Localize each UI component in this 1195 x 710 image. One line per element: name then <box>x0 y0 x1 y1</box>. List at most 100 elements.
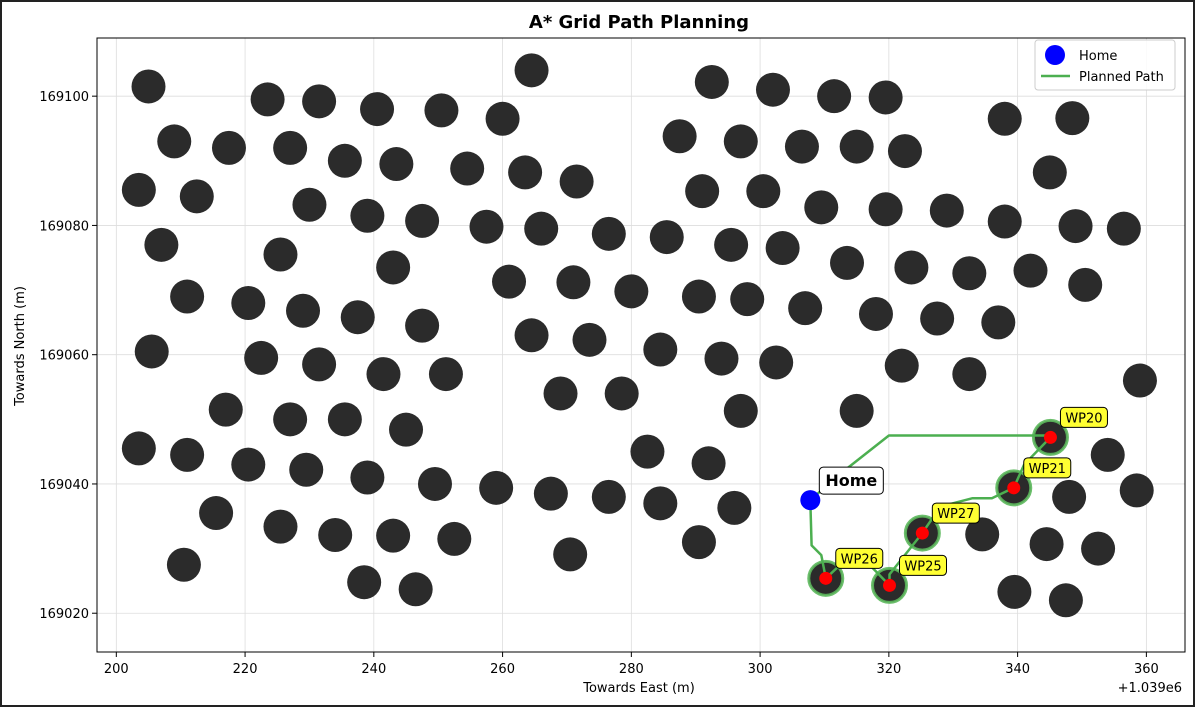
obstacle <box>604 376 639 411</box>
obstacle <box>179 179 214 214</box>
obstacle <box>997 574 1032 609</box>
obstacle <box>398 572 433 607</box>
obstacle <box>208 392 243 427</box>
obstacle <box>292 187 327 222</box>
obstacle <box>929 193 964 228</box>
waypoint-label-box <box>835 547 884 569</box>
obstacle <box>804 190 839 225</box>
waypoint-label: WP25 <box>899 554 948 576</box>
obstacle <box>1122 363 1157 398</box>
obstacle <box>839 393 874 428</box>
obstacle <box>920 301 955 336</box>
x-axis-offset-label: +1.039e6 <box>1118 681 1182 696</box>
obstacle <box>1090 437 1125 472</box>
home-annotation-text: Home <box>825 471 877 490</box>
obstacle <box>553 537 588 572</box>
obstacle <box>350 198 385 233</box>
obstacle <box>514 53 549 88</box>
obstacle <box>1106 211 1141 246</box>
obstacle <box>379 147 414 182</box>
obstacle <box>685 174 720 209</box>
obstacle <box>572 322 607 357</box>
y-axis-label: Towards North (m) <box>13 286 28 407</box>
obstacle <box>1119 473 1154 508</box>
obstacle <box>543 376 578 411</box>
obstacle <box>508 155 543 190</box>
waypoint-label-box <box>899 554 948 576</box>
obstacle <box>263 509 298 544</box>
waypoint-label-text: WP27 <box>937 507 974 522</box>
obstacle <box>302 347 337 382</box>
x-tick-label: 360 <box>1134 662 1159 677</box>
obstacle <box>360 92 395 127</box>
waypoint-label-text: WP25 <box>904 559 941 574</box>
obstacle <box>965 517 1000 552</box>
y-tick-label: 169020 <box>39 607 89 622</box>
obstacle <box>694 64 729 99</box>
obstacle <box>437 521 472 556</box>
obstacle <box>704 341 739 376</box>
obstacle <box>318 518 353 553</box>
obstacle <box>868 192 903 227</box>
obstacle <box>788 291 823 326</box>
obstacle <box>376 250 411 285</box>
obstacle <box>121 431 156 466</box>
legend-path-label: Planned Path <box>1079 70 1164 85</box>
obstacle <box>286 293 321 328</box>
obstacle <box>817 79 852 114</box>
obstacle <box>830 245 865 280</box>
obstacle <box>231 285 266 320</box>
obstacle <box>170 437 205 472</box>
obstacle <box>389 412 424 447</box>
obstacle <box>450 151 485 186</box>
obstacle <box>643 332 678 367</box>
obstacle <box>981 305 1016 340</box>
obstacle <box>1048 583 1083 618</box>
obstacle <box>868 80 903 115</box>
obstacle <box>1013 253 1048 288</box>
obstacle <box>533 476 568 511</box>
x-tick-label: 220 <box>233 662 258 677</box>
obstacle-layer <box>121 53 1157 618</box>
obstacle <box>723 124 758 159</box>
waypoint-label-box <box>931 502 980 524</box>
obstacle <box>405 203 440 238</box>
obstacle <box>327 143 362 178</box>
waypoint-label: WP21 <box>1023 457 1072 479</box>
obstacle <box>691 446 726 481</box>
obstacle <box>952 357 987 392</box>
plot-area-border <box>96 37 1186 653</box>
obstacle <box>376 518 411 553</box>
x-tick-label: 340 <box>1005 662 1030 677</box>
obstacle <box>273 130 308 165</box>
obstacle <box>1032 155 1067 190</box>
obstacle <box>784 129 819 164</box>
y-tick-label: 169100 <box>39 90 89 105</box>
obstacle <box>424 93 459 128</box>
obstacle <box>894 250 929 285</box>
x-tick-label: 300 <box>748 662 773 677</box>
y-tick-label: 169080 <box>39 219 89 234</box>
waypoint-label-text: WP21 <box>1029 462 1066 477</box>
obstacle <box>134 334 169 369</box>
y-tick-label: 169040 <box>39 478 89 493</box>
x-tick-label: 280 <box>619 662 644 677</box>
obstacle <box>681 279 716 314</box>
x-tick-label: 320 <box>876 662 901 677</box>
obstacle <box>347 565 382 600</box>
y-tick-label: 169060 <box>39 349 89 364</box>
obstacle <box>211 130 246 165</box>
waypoint-label: WP20 <box>1059 406 1108 428</box>
obstacle <box>524 211 559 246</box>
legend-home-marker <box>1045 45 1065 65</box>
obstacle <box>614 274 649 309</box>
obstacle <box>350 460 385 495</box>
obstacle <box>1052 479 1087 514</box>
obstacle <box>121 172 156 207</box>
obstacle <box>755 72 790 107</box>
waypoint-marker <box>1043 430 1057 444</box>
waypoint-label: WP26 <box>835 547 884 569</box>
obstacle <box>273 402 308 437</box>
waypoint-marker <box>819 571 833 585</box>
obstacle <box>884 348 919 383</box>
